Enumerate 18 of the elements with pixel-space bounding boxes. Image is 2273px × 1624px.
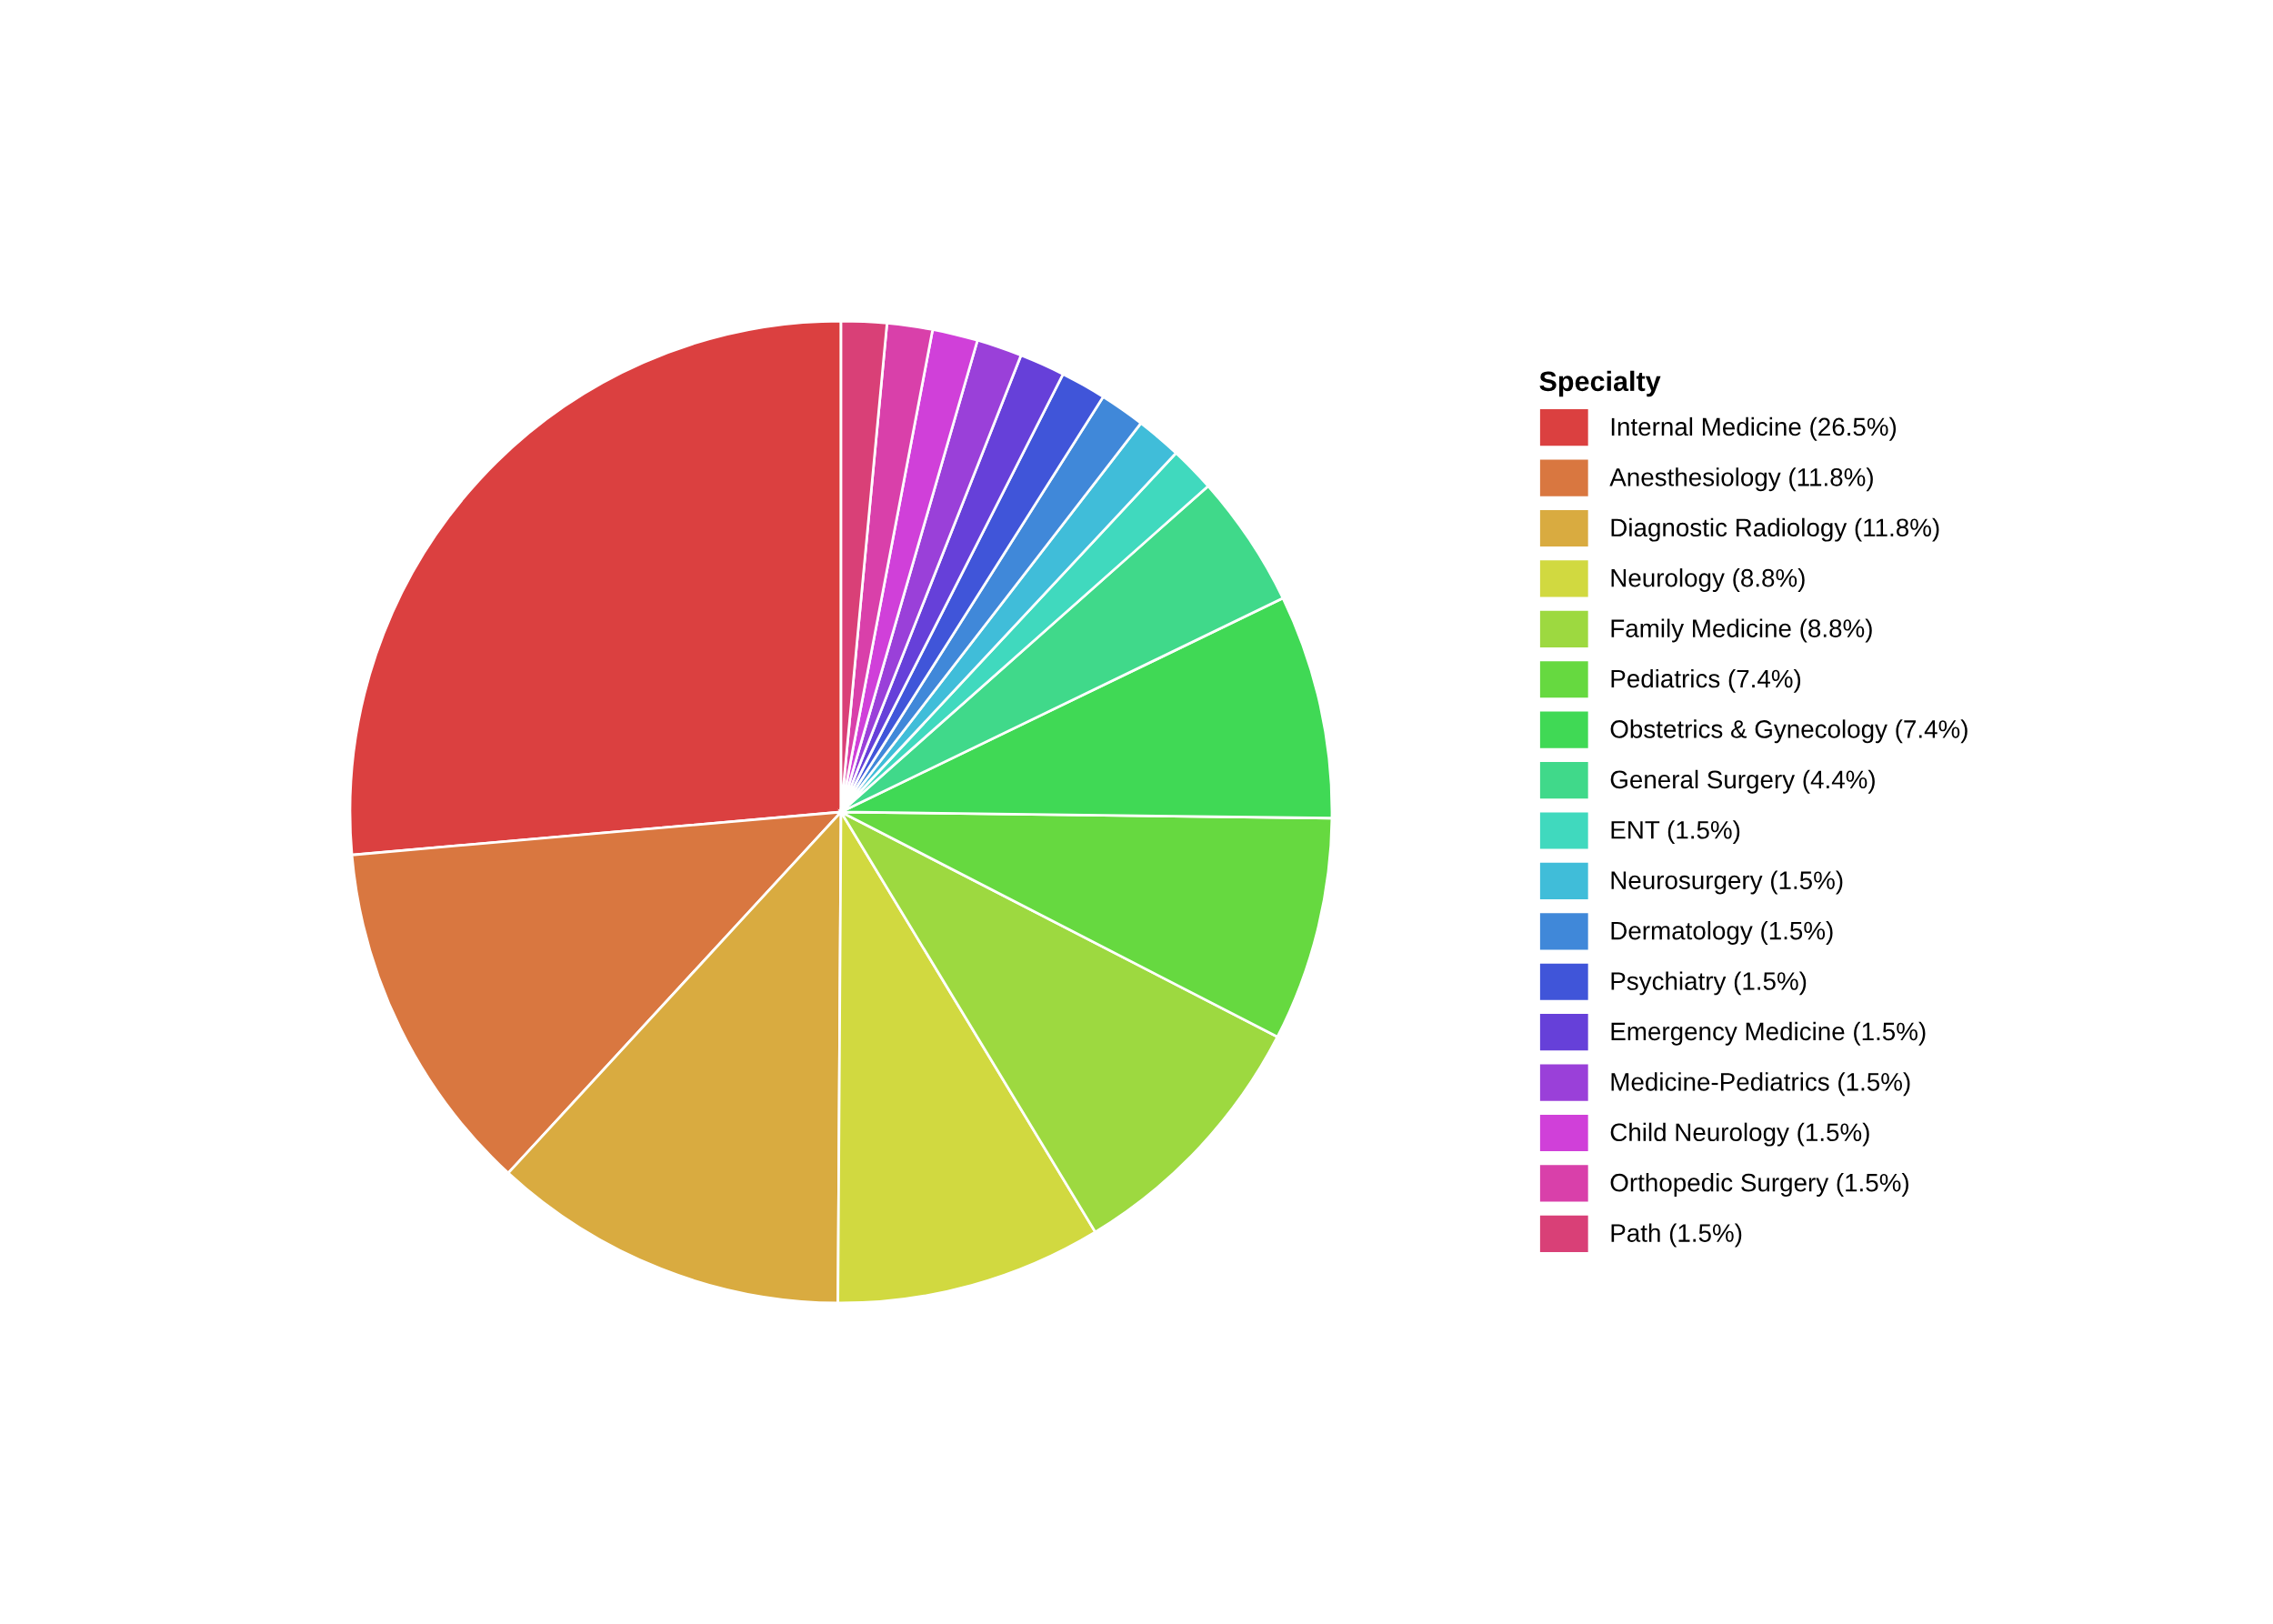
legend-label: Pediatrics (7.4%) bbox=[1611, 668, 1801, 693]
legend-label: Neurosurgery (1.5%) bbox=[1611, 870, 1843, 895]
legend-label: Neurology (8.8%) bbox=[1611, 568, 1805, 592]
legend-label: General Surgery (4.4%) bbox=[1610, 769, 1875, 794]
legend-label: Anesthesiology (11.8%) bbox=[1609, 467, 1873, 492]
legend-label: Obstetrics & Gynecology (7.4%) bbox=[1610, 719, 1968, 744]
legend-label: Diagnostic Radiology (11.8%) bbox=[1611, 517, 1939, 542]
legend-label: ENT (1.5%) bbox=[1611, 820, 1740, 845]
legend-title: Specialty bbox=[1539, 370, 1661, 397]
legend-label: Family Medicine (8.8%) bbox=[1611, 618, 1872, 643]
legend-label: Psychiatry (1.5%) bbox=[1611, 971, 1807, 996]
legend-label: Dermatology (1.5%) bbox=[1611, 921, 1833, 945]
legend-label: Internal Medicine (26.5%) bbox=[1611, 416, 1897, 441]
legend-label: Child Neurology (1.5%) bbox=[1610, 1122, 1869, 1147]
legend-label: Path (1.5%) bbox=[1611, 1223, 1742, 1248]
legend-label: Medicine-Pediatrics (1.5%) bbox=[1611, 1072, 1910, 1097]
legend-label: Orthopedic Surgery (1.5%) bbox=[1610, 1173, 1908, 1197]
legend-label: Emergency Medicine (1.5%) bbox=[1611, 1021, 1926, 1046]
